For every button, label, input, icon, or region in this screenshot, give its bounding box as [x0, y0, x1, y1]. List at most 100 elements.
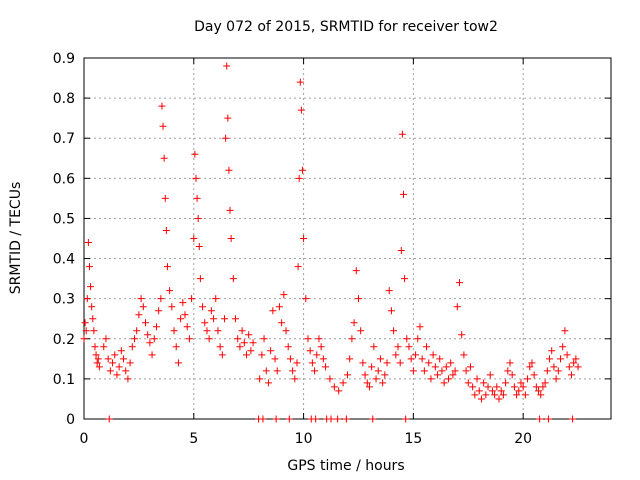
- data-point: [93, 359, 101, 367]
- data-point: [313, 351, 321, 359]
- data-point: [374, 367, 382, 375]
- data-point: [486, 371, 494, 379]
- data-point: [111, 351, 119, 359]
- data-point: [267, 347, 275, 355]
- data-point: [102, 335, 110, 343]
- data-point: [398, 130, 406, 138]
- data-point: [166, 287, 174, 295]
- x-tick-label: 20: [514, 431, 532, 447]
- data-point: [207, 307, 215, 315]
- data-points: [80, 62, 582, 423]
- data-point: [445, 375, 453, 383]
- data-point: [412, 351, 420, 359]
- data-point: [170, 327, 178, 335]
- data-point: [396, 359, 404, 367]
- data-point: [532, 383, 540, 391]
- data-point: [139, 303, 147, 311]
- data-point: [133, 327, 141, 335]
- data-point: [469, 383, 477, 391]
- data-point: [88, 303, 96, 311]
- data-point: [510, 383, 518, 391]
- data-point: [350, 319, 358, 327]
- data-point: [162, 226, 170, 234]
- data-point: [194, 214, 202, 222]
- data-point: [115, 363, 123, 371]
- data-point: [84, 239, 92, 247]
- data-point: [256, 375, 264, 383]
- data-point: [449, 371, 457, 379]
- y-tick-label: 0.9: [53, 51, 75, 67]
- data-point: [322, 363, 330, 371]
- data-point: [285, 415, 293, 423]
- data-point: [464, 379, 472, 387]
- x-tick-labels: 0 5 10 15 20: [80, 431, 533, 447]
- data-point: [238, 327, 246, 335]
- data-point: [363, 379, 371, 387]
- data-point: [293, 359, 301, 367]
- data-point: [269, 307, 277, 315]
- data-point: [227, 235, 235, 242]
- data-point: [161, 194, 169, 202]
- data-point: [262, 367, 270, 375]
- data-point: [546, 355, 554, 363]
- data-point: [403, 335, 411, 343]
- data-point: [90, 327, 98, 335]
- data-point: [87, 283, 95, 291]
- y-tick-label: 0.4: [53, 252, 75, 268]
- data-point: [80, 335, 88, 343]
- data-point: [554, 367, 562, 375]
- data-point: [548, 347, 556, 355]
- data-point: [203, 327, 211, 335]
- data-point: [106, 367, 114, 375]
- y-tick-label: 0.8: [53, 91, 75, 107]
- data-point: [286, 355, 294, 363]
- data-point: [339, 379, 347, 387]
- data-point: [552, 375, 560, 383]
- data-point: [83, 295, 91, 303]
- data-point: [379, 379, 387, 387]
- x-tick-label: 15: [404, 431, 422, 447]
- data-point: [466, 363, 474, 371]
- data-point: [205, 335, 213, 343]
- data-point: [319, 355, 327, 363]
- data-point: [172, 343, 180, 351]
- data-point: [295, 174, 303, 182]
- data-point: [195, 243, 203, 251]
- data-point: [475, 387, 483, 395]
- data-point: [354, 295, 362, 303]
- data-point: [191, 150, 199, 158]
- axis-ticks: [83, 57, 611, 420]
- data-point: [390, 327, 398, 335]
- data-point: [144, 331, 152, 339]
- data-point: [392, 351, 400, 359]
- data-point: [240, 339, 248, 347]
- data-point: [85, 263, 93, 271]
- data-point: [236, 343, 244, 351]
- data-point: [278, 319, 286, 327]
- data-point: [168, 303, 176, 311]
- data-point: [289, 367, 297, 375]
- data-point: [477, 395, 485, 403]
- data-point: [544, 415, 552, 423]
- data-point: [104, 355, 112, 363]
- data-point: [92, 351, 100, 359]
- data-point: [298, 166, 306, 174]
- y-axis-label: SRMTID / TECUs: [8, 182, 24, 295]
- data-point: [192, 174, 200, 182]
- data-point: [524, 375, 532, 383]
- data-point: [264, 379, 272, 387]
- data-point: [304, 335, 312, 343]
- data-point: [543, 367, 551, 375]
- data-point: [530, 371, 538, 379]
- data-point: [372, 375, 380, 383]
- data-point: [405, 343, 413, 351]
- data-point: [249, 339, 257, 347]
- data-point: [327, 415, 335, 423]
- data-point: [407, 355, 415, 363]
- data-point: [259, 415, 267, 423]
- data-point: [113, 371, 121, 379]
- data-point: [229, 275, 237, 283]
- data-point: [399, 190, 407, 198]
- data-point: [245, 331, 253, 339]
- data-point: [570, 359, 578, 367]
